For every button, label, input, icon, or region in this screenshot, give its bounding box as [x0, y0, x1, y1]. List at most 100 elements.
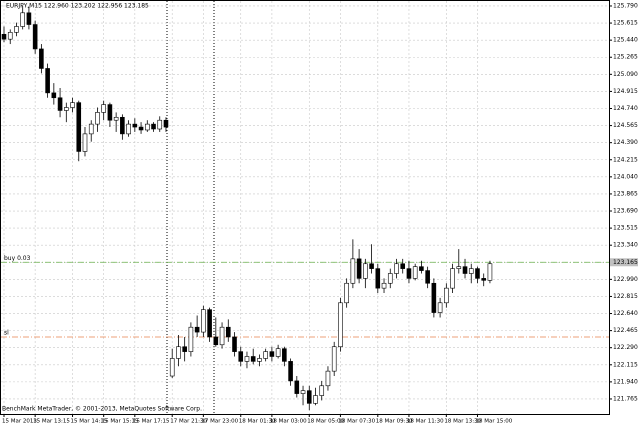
candle-body	[219, 326, 225, 346]
candle-body	[176, 346, 181, 359]
level-label: sl	[4, 329, 9, 336]
y-tick-label: 123.690	[613, 208, 638, 215]
candle-body	[244, 356, 250, 362]
candle-body	[306, 390, 312, 404]
candle-body	[394, 263, 399, 274]
candle-body	[107, 104, 113, 121]
candle-body	[157, 119, 163, 130]
candle-body	[431, 282, 437, 313]
candle-body	[101, 104, 106, 113]
candle-body	[400, 263, 406, 269]
y-tick-highlight	[610, 258, 638, 267]
candle-body	[144, 123, 150, 131]
y-tick-label: 125.790	[613, 2, 638, 9]
x-tick-label: 17 Mar 21:30	[170, 419, 207, 425]
candle-body	[70, 102, 75, 108]
candle-body	[331, 346, 337, 372]
candle-body	[419, 266, 424, 271]
y-tick-label: 121.940	[613, 378, 638, 385]
candle-body	[375, 268, 381, 289]
x-tick-label: 15 Mar 17:15	[133, 419, 170, 425]
candle-body	[82, 133, 88, 152]
candle-body	[39, 48, 44, 69]
x-tick-label: 18 Mar 09:30	[376, 419, 413, 425]
y-tick-label: 125.440	[613, 37, 638, 44]
y-tick-label: 124.565	[613, 122, 638, 129]
y-tick-label: 124.915	[613, 88, 638, 95]
chart-title: EURJPY,M15 122.960 123.202 122.956 123.1…	[6, 3, 149, 10]
candle-body	[238, 351, 244, 362]
candle-body	[250, 356, 256, 362]
y-tick-label: 122.465	[613, 327, 638, 334]
x-tick-label: 15 Mar 14:15	[71, 419, 108, 425]
footer: BenchMark MetaTrader, © 2001-2013, MetaQ…	[2, 406, 202, 413]
x-tick-label: 18 Mar 15:00	[475, 419, 512, 425]
candle-body	[387, 273, 393, 284]
x-tick-label: 15 Mar 2013	[2, 419, 37, 425]
y-tick-label: 123.515	[613, 225, 638, 232]
candle-body	[182, 346, 187, 352]
y-tick-label: 125.265	[613, 54, 638, 61]
x-tick-label: 15 Mar 15:15	[102, 419, 139, 425]
candle-body	[288, 361, 293, 382]
candle-body	[338, 302, 343, 348]
x-tick-label: 17 Mar 23:00	[201, 419, 238, 425]
level-label: buy 0.03	[4, 255, 31, 262]
candle-body	[225, 326, 231, 338]
y-tick-label: 121.765	[613, 395, 638, 402]
candle-body	[51, 92, 57, 99]
candle-body	[344, 282, 349, 304]
candle-body	[64, 107, 69, 111]
y-tick-label: 124.215	[613, 156, 638, 163]
candle-body	[444, 287, 449, 304]
x-tick-label: 18 Mar 03:00	[270, 419, 307, 425]
candle-body	[319, 385, 325, 396]
candle-body	[437, 302, 443, 313]
x-tick-label: 18 Mar 01:30	[239, 419, 276, 425]
y-tick-label: 125.615	[613, 20, 638, 27]
candle-body	[294, 380, 300, 394]
candle-body	[126, 123, 131, 135]
candle-body	[263, 351, 268, 359]
candle-body	[456, 266, 462, 269]
y-tick-label: 124.740	[613, 105, 638, 112]
candle-body	[300, 390, 306, 394]
y-tick-label: 123.865	[613, 190, 638, 197]
candle-body	[406, 268, 412, 279]
candle-body	[32, 24, 38, 50]
candle-body	[45, 68, 50, 94]
y-tick-label: 123.340	[613, 242, 638, 249]
candle-body	[481, 278, 487, 281]
candle-body	[412, 266, 418, 279]
candle-body	[257, 358, 262, 362]
plot-area	[0, 0, 610, 415]
y-tick-label: 125.090	[613, 71, 638, 78]
candle-body	[57, 97, 63, 111]
candle-body	[213, 336, 219, 346]
y-tick-label: 122.290	[613, 344, 638, 351]
x-tick-label: 18 Mar 05:00	[307, 419, 344, 425]
y-tick-label: 122.115	[613, 361, 638, 368]
candle-body	[462, 266, 468, 274]
candle-body	[151, 123, 156, 130]
x-tick-label: 18 Mar 11:30	[407, 419, 444, 425]
candle-body	[95, 112, 100, 125]
candle-body	[350, 258, 356, 284]
candle-body	[132, 123, 138, 128]
candle-body	[207, 309, 212, 338]
candle-body	[201, 309, 206, 333]
candle-body	[468, 268, 474, 274]
x-tick-label: 15 Mar 13:15	[33, 419, 70, 425]
candle-body	[194, 326, 200, 333]
candle-body	[425, 270, 430, 284]
y-tick-label: 122.815	[613, 293, 638, 300]
candle-body	[275, 348, 281, 357]
y-tick-label: 123.165	[613, 259, 638, 266]
y-tick-label: 124.390	[613, 139, 638, 146]
candle-body	[26, 12, 32, 25]
candle-body	[120, 116, 125, 135]
candle-body	[325, 370, 331, 387]
candle-body	[450, 268, 455, 289]
candle-body	[163, 119, 169, 128]
